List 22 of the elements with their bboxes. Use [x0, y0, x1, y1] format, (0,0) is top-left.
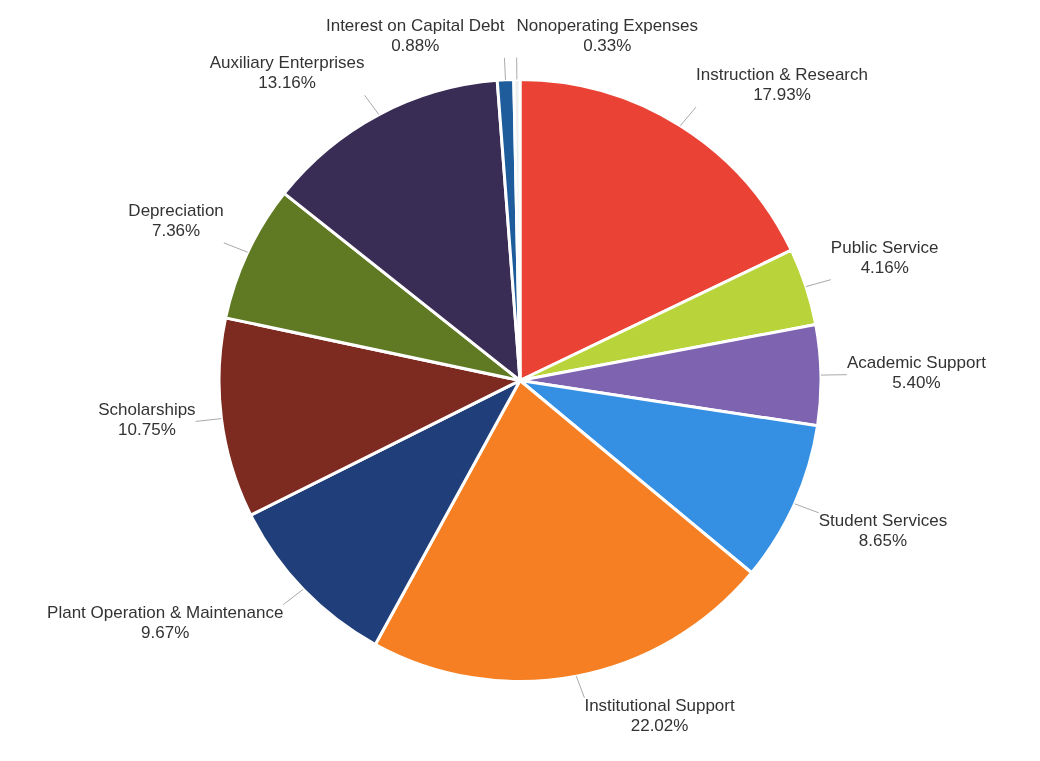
data-label: 13.16%: [258, 73, 316, 93]
data-label: 8.65%: [858, 530, 908, 550]
slice-label: Nonoperating Expenses: [516, 15, 699, 35]
slice-label: Scholarships: [98, 399, 196, 419]
data-label: 5.40%: [892, 372, 941, 392]
slice-label: Instruction & Research: [696, 65, 868, 85]
data-label: 9.67%: [141, 622, 190, 642]
data-label: 17.93%: [753, 85, 811, 105]
data-label: 0.88%: [391, 36, 440, 56]
slice-label: Student Services: [818, 510, 948, 530]
data-label: 0.33%: [583, 35, 632, 55]
slice-label: Plant Operation & Maintenance: [47, 602, 284, 622]
slice-label: Academic Support: [846, 352, 987, 372]
slice-label: Depreciation: [128, 201, 224, 221]
data-label: 7.36%: [151, 221, 201, 241]
data-label: 10.75%: [118, 419, 176, 439]
slice-label: Auxiliary Enterprises: [209, 53, 365, 73]
data-label: 22.02%: [630, 715, 689, 735]
slice-label: Interest on Capital Debt: [325, 16, 505, 36]
slice-label: Public Service: [830, 237, 939, 257]
slice-label: Institutional Support: [584, 695, 735, 715]
data-label: 4.16%: [860, 257, 909, 277]
